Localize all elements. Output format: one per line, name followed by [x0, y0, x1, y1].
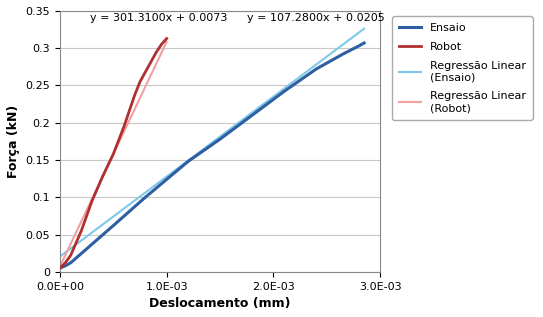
Ensaio [56, 266, 63, 270]
Robot [99, 174, 106, 178]
Regressão Linear
(Ensaio) [361, 27, 368, 30]
Ensaio [110, 224, 117, 228]
Robot [153, 51, 159, 55]
Robot [163, 37, 170, 41]
Legend: Ensaio, Robot, Regressão Linear
(Ensaio), Regressão Linear
(Robot): Ensaio, Robot, Regressão Linear (Ensaio)… [392, 16, 533, 120]
Ensaio [67, 261, 74, 265]
Robot [121, 125, 127, 128]
Robot [56, 266, 63, 270]
Ensaio [356, 44, 362, 48]
Regressão Linear
(Robot) [56, 264, 63, 268]
Robot [78, 229, 85, 233]
Line: Regressão Linear
(Ensaio): Regressão Linear (Ensaio) [60, 29, 364, 256]
Line: Regressão Linear
(Robot): Regressão Linear (Robot) [60, 42, 167, 266]
Regressão Linear
(Robot) [158, 51, 165, 55]
Regressão Linear
(Robot) [155, 58, 161, 62]
Regressão Linear
(Ensaio) [56, 255, 63, 258]
Text: y = 301.3100x + 0.0073: y = 301.3100x + 0.0073 [90, 13, 227, 23]
Robot [131, 93, 138, 97]
Robot [110, 152, 117, 156]
Robot [142, 70, 149, 74]
Regressão Linear
(Robot) [121, 131, 127, 134]
Ensaio [281, 89, 287, 93]
Regressão Linear
(Robot) [81, 212, 88, 216]
Regressão Linear
(Robot) [77, 221, 84, 225]
Ensaio [339, 52, 346, 56]
Ensaio [62, 264, 68, 268]
Robot [137, 80, 143, 84]
Ensaio [89, 242, 95, 246]
Ensaio [249, 113, 255, 117]
Regressão Linear
(Ensaio) [238, 119, 244, 123]
Regressão Linear
(Ensaio) [115, 211, 122, 215]
X-axis label: Deslocamento (mm): Deslocamento (mm) [149, 297, 291, 310]
Regressão Linear
(Robot) [163, 40, 170, 44]
Y-axis label: Força (kN): Força (kN) [7, 105, 20, 178]
Text: y = 107.2800x + 0.0205: y = 107.2800x + 0.0205 [247, 13, 384, 23]
Line: Ensaio: Ensaio [60, 43, 364, 268]
Line: Robot: Robot [60, 39, 167, 268]
Ensaio [313, 67, 319, 71]
Ensaio [185, 159, 191, 163]
Regressão Linear
(Ensaio) [128, 202, 134, 205]
Regressão Linear
(Robot) [112, 149, 118, 152]
Ensaio [217, 137, 223, 141]
Robot [62, 261, 68, 265]
Regressão Linear
(Ensaio) [336, 45, 343, 49]
Regressão Linear
(Ensaio) [345, 38, 352, 42]
Robot [89, 199, 95, 203]
Ensaio [142, 195, 149, 199]
Robot [158, 42, 165, 46]
Ensaio [361, 41, 368, 45]
Regressão Linear
(Ensaio) [213, 137, 220, 141]
Robot [67, 254, 74, 257]
Robot [147, 61, 154, 64]
